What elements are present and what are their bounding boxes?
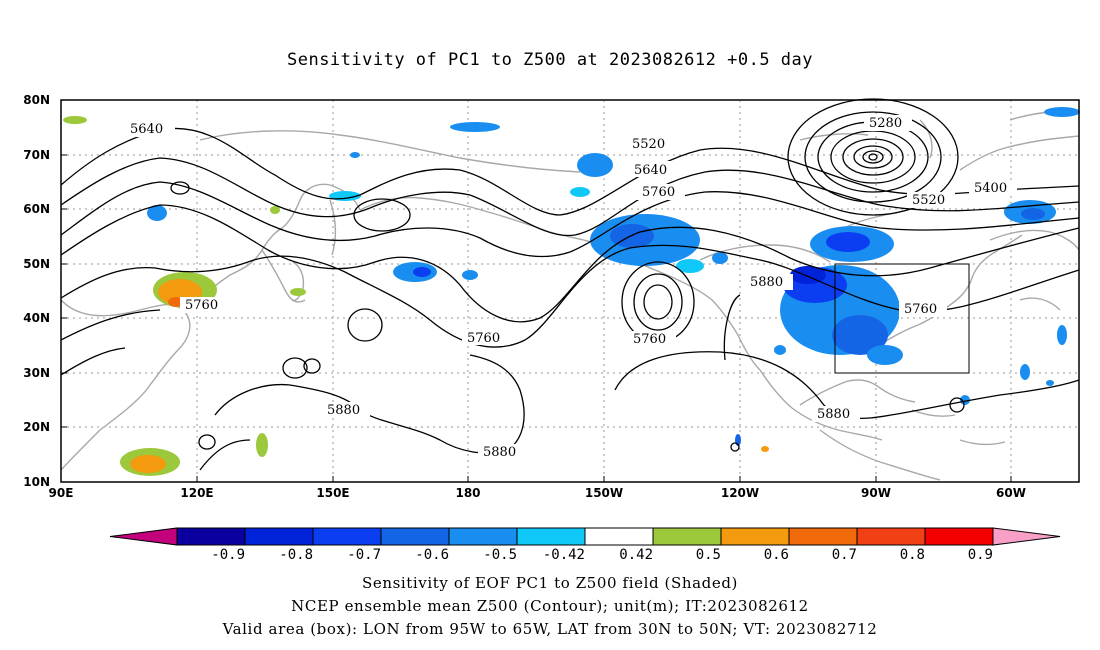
shade-patch	[350, 152, 360, 158]
colorbar-label: 0.42	[619, 547, 653, 563]
lon-label: 150E	[316, 486, 349, 500]
contour-label: 5520	[912, 193, 945, 208]
colorbar-box	[448, 527, 518, 546]
contour-label: 5400	[974, 181, 1007, 196]
colorbar-box	[244, 527, 314, 546]
colorbar: -0.9 -0.8 -0.7 -0.6 -0.5 -0.42 0.42 0.5 0.6 0.7 0.…	[109, 527, 1061, 563]
lon-label: 150W	[585, 486, 623, 500]
lon-label: 120E	[180, 486, 213, 500]
colorbar-box	[584, 527, 654, 546]
contour-label: 5760	[904, 302, 937, 317]
colorbar-label: 0.7	[832, 547, 857, 563]
shade-patch	[1044, 107, 1080, 117]
contour-label: 5760	[633, 332, 666, 347]
colorbar-label: -0.5	[483, 547, 517, 563]
shade-patch	[413, 267, 431, 277]
shade-patch	[1046, 380, 1054, 386]
contour-label: 5880	[327, 403, 360, 418]
colorbar-label: -0.9	[211, 547, 245, 563]
caption-shaded: Sensitivity of EOF PC1 to Z500 field (Sh…	[361, 574, 739, 592]
latitude-labels: 80N 70N 60N 50N 40N 30N 20N 10N	[23, 93, 50, 489]
lon-label: 90E	[49, 486, 74, 500]
lat-label: 10N	[23, 475, 50, 489]
longitude-labels: 90E 120E 150E 180 150W 120W 90W 60W	[49, 486, 1026, 500]
lat-label: 40N	[23, 311, 50, 325]
shade-patch	[450, 122, 500, 132]
shade-patch	[577, 153, 613, 177]
contour-label: 5640	[634, 163, 667, 178]
shade-patch	[960, 395, 970, 405]
lat-label: 30N	[23, 366, 50, 380]
colorbar-box	[380, 527, 450, 546]
lat-label: 50N	[23, 257, 50, 271]
gridlines	[61, 100, 1079, 482]
colorbar-min-triangle	[109, 527, 178, 546]
shade-patch	[774, 345, 786, 355]
shade-patch	[570, 187, 590, 197]
contour-label-group: 5640 5520 5640 5760 5280 5400 5520 5760 …	[125, 115, 1017, 460]
lon-label: 60W	[996, 486, 1026, 500]
shade-patch	[1057, 325, 1067, 345]
caption-valid-area: Valid area (box): LON from 95W to 65W, L…	[222, 620, 878, 638]
colorbar-max-triangle	[992, 527, 1061, 546]
lat-label: 80N	[23, 93, 50, 107]
contour-label: 5880	[750, 275, 783, 290]
colorbar-box	[788, 527, 858, 546]
colorbar-box	[516, 527, 586, 546]
colorbar-box	[176, 527, 246, 546]
colorbar-box	[924, 527, 994, 546]
map-border	[60, 99, 1080, 483]
shade-patch	[462, 270, 478, 280]
colorbar-label: 0.9	[968, 547, 993, 563]
shade-patch	[290, 288, 306, 296]
shade-patch	[1021, 208, 1045, 220]
contour-label: 5880	[817, 407, 850, 422]
figure-title: Sensitivity of PC1 to Z500 at 2023082612…	[286, 50, 813, 70]
contour-label: 5760	[642, 185, 675, 200]
lat-label: 70N	[23, 148, 50, 162]
contour-label: 5880	[483, 445, 516, 460]
shade-patch	[63, 116, 87, 124]
shade-patch	[712, 252, 728, 264]
shade-patch	[790, 266, 826, 284]
shade-patch	[256, 433, 268, 457]
shade-patch	[832, 315, 888, 355]
colorbar-label: 0.8	[900, 547, 925, 563]
shade-patch	[761, 446, 769, 452]
shade-patch	[130, 455, 166, 473]
coastlines	[60, 109, 1080, 481]
shade-patch	[676, 259, 704, 273]
caption-contour: NCEP ensemble mean Z500 (Contour); unit(…	[291, 597, 809, 615]
shade-patch	[147, 205, 167, 221]
tick-marks	[61, 99, 1012, 482]
z500-contours	[60, 98, 1080, 471]
colorbar-label: 0.5	[696, 547, 721, 563]
shaded-field	[63, 107, 1080, 476]
colorbar-box	[856, 527, 926, 546]
colorbar-box	[720, 527, 790, 546]
colorbar-label: -0.7	[347, 547, 381, 563]
contour-label: 5640	[130, 122, 163, 137]
colorbar-label: -0.42	[543, 547, 585, 563]
colorbar-label: -0.8	[279, 547, 313, 563]
contour-label: 5280	[869, 116, 902, 131]
lon-label: 180	[455, 486, 480, 500]
colorbar-box	[652, 527, 722, 546]
colorbar-box	[312, 527, 382, 546]
colorbar-label: 0.6	[764, 547, 789, 563]
shade-patch	[1020, 364, 1030, 380]
contour-label: 5760	[185, 298, 218, 313]
lat-label: 20N	[23, 420, 50, 434]
valid-area-box	[834, 263, 970, 374]
shade-patch	[270, 206, 280, 214]
contour-label: 5520	[632, 137, 665, 152]
colorbar-label: -0.6	[415, 547, 449, 563]
shade-patch	[867, 345, 903, 365]
lon-label: 120W	[721, 486, 759, 500]
contour-label: 5760	[467, 331, 500, 346]
lon-label: 90W	[861, 486, 891, 500]
shade-patch	[826, 232, 870, 252]
lat-label: 60N	[23, 202, 50, 216]
